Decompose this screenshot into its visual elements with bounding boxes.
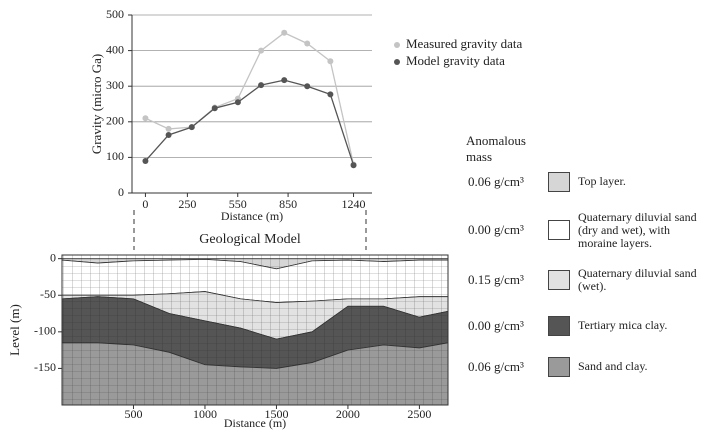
- y-tick-label: 400: [106, 42, 124, 56]
- y-tick-label: -150: [34, 360, 56, 374]
- legend-label: Tertiary mica clay.: [578, 318, 668, 332]
- data-point: [142, 157, 149, 164]
- x-axis-label: Distance (m): [224, 416, 286, 430]
- y-tick-label: 300: [106, 78, 124, 92]
- legend-swatch: [548, 172, 570, 192]
- legend-label: Quaternary diluvial sand (dry and wet), …: [578, 210, 697, 250]
- data-point: [211, 105, 218, 112]
- legend-density: 0.00 g/cm³: [468, 318, 524, 333]
- y-tick-label: 500: [106, 7, 124, 21]
- legend-density: 0.15 g/cm³: [468, 272, 524, 287]
- legend-label: Quaternary diluvial sand (wet).: [578, 266, 697, 293]
- section-title: Geological Model: [199, 232, 301, 247]
- y-axis-label: Level (m): [7, 304, 22, 356]
- legend-title: Anomalous mass: [466, 133, 526, 164]
- legend-label: Model gravity data: [406, 53, 505, 68]
- legend-swatch: [548, 316, 570, 336]
- legend-label: Sand and clay.: [578, 359, 648, 373]
- data-point: [281, 77, 288, 84]
- data-point: [304, 83, 311, 90]
- x-tick-label: 850: [279, 197, 297, 211]
- data-point: [234, 99, 241, 106]
- x-tick-label: 500: [124, 407, 142, 421]
- section-layers: [62, 255, 448, 405]
- x-tick-label: 250: [178, 197, 196, 211]
- legend-swatch: [548, 220, 570, 240]
- legend-swatch: [548, 357, 570, 377]
- y-tick-label: 100: [106, 149, 124, 163]
- data-point: [327, 58, 334, 65]
- data-point: [165, 125, 172, 132]
- y-tick-label: 0: [50, 250, 56, 264]
- x-axis-label: Distance (m): [221, 209, 283, 223]
- x-tick-label: 2500: [407, 407, 431, 421]
- series-line: [144, 79, 355, 166]
- x-tick-label: 0: [142, 197, 148, 211]
- data-point: [258, 82, 265, 89]
- y-axis-label: Gravity (micro Ga): [89, 54, 104, 154]
- x-tick-label: 1500: [264, 407, 288, 421]
- legend-label: Top layer.: [578, 174, 626, 188]
- data-point: [281, 29, 288, 36]
- legend-density: 0.00 g/cm³: [468, 222, 524, 237]
- data-point: [165, 131, 172, 138]
- plot-frame: [61, 254, 449, 406]
- y-tick-label: -100: [34, 324, 56, 338]
- legend-swatch: [548, 270, 570, 290]
- legend-label: Measured gravity data: [406, 36, 522, 51]
- data-point: [188, 124, 195, 131]
- x-tick-label: 2000: [336, 407, 360, 421]
- y-tick-label: 0: [118, 185, 124, 199]
- data-point: [142, 115, 149, 122]
- y-tick-label: 200: [106, 114, 124, 128]
- legend-density: 0.06 g/cm³: [468, 174, 524, 189]
- legend-marker: [394, 42, 400, 48]
- x-tick-label: 550: [229, 197, 247, 211]
- y-tick-label: -50: [40, 287, 56, 301]
- x-tick-label: 1240: [342, 197, 366, 211]
- mesh: [62, 255, 448, 405]
- series-line: [145, 32, 355, 165]
- data-point: [258, 47, 265, 54]
- data-point: [350, 162, 357, 169]
- data-point: [304, 40, 311, 47]
- legend-density: 0.06 g/cm³: [468, 359, 524, 374]
- data-point: [327, 91, 334, 98]
- x-tick-label: 1000: [193, 407, 217, 421]
- legend-marker: [394, 59, 400, 65]
